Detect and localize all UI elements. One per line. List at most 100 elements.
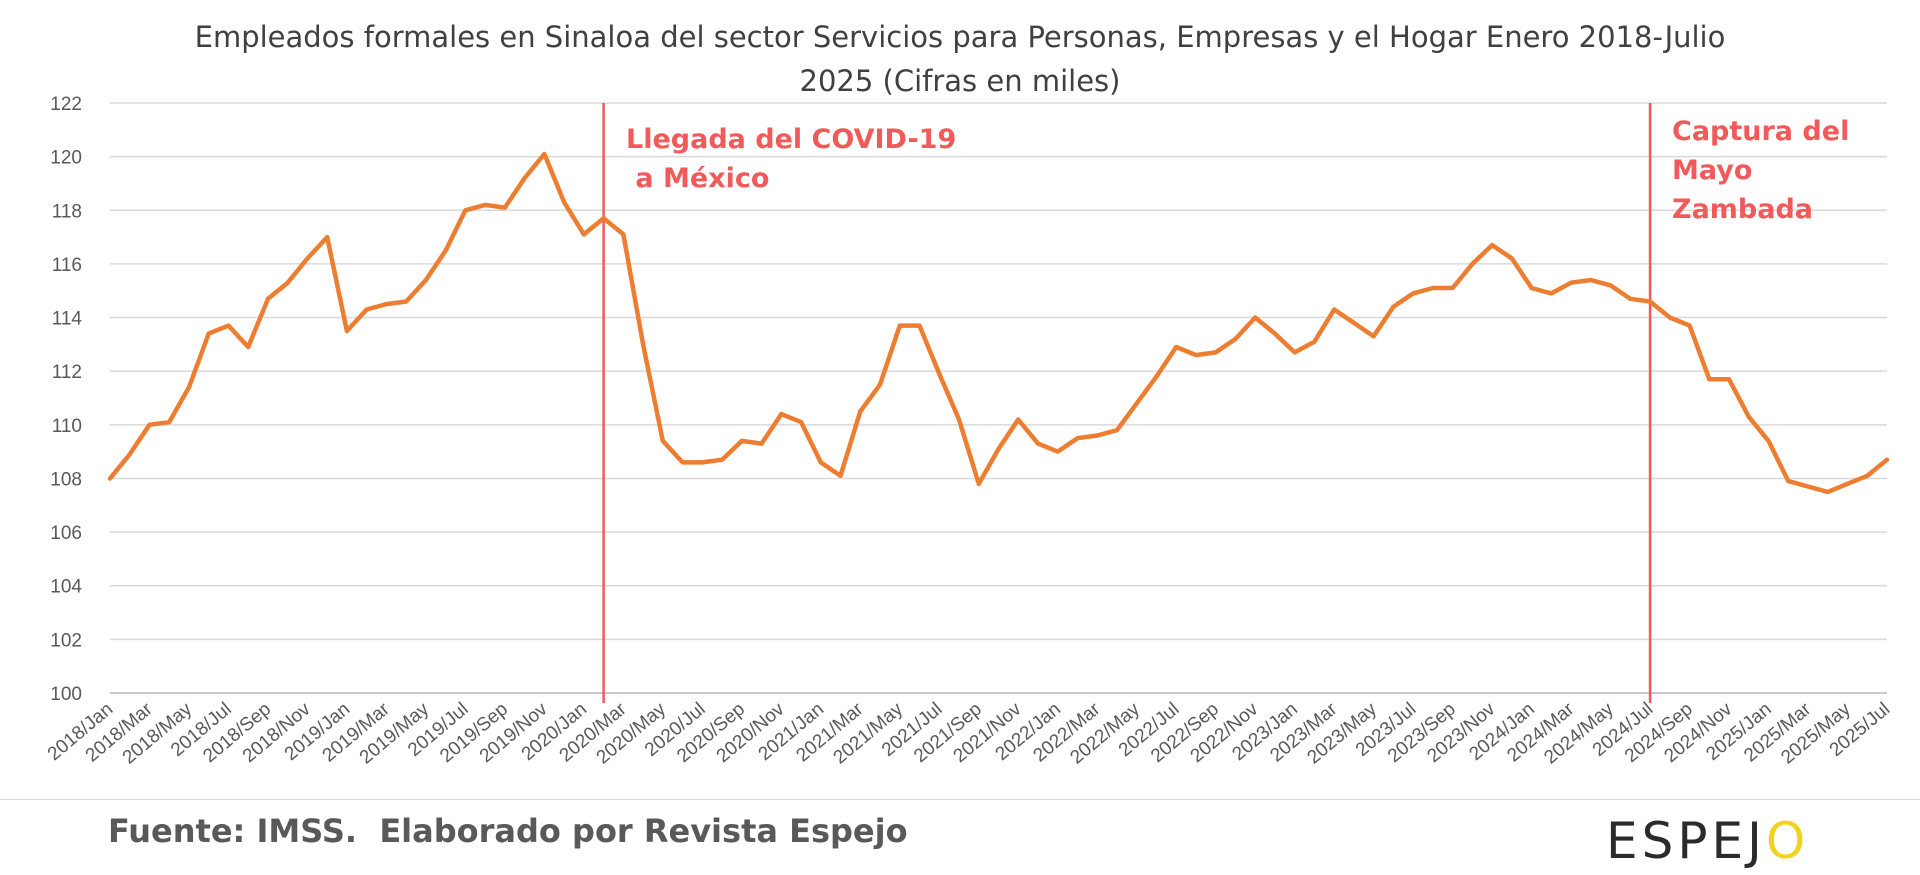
data-point [108, 476, 112, 481]
data-point [1589, 278, 1593, 282]
data-point [207, 332, 211, 336]
data-point [1253, 315, 1257, 320]
data-point [483, 203, 487, 207]
data-point [898, 323, 902, 328]
series-line [107, 151, 1890, 495]
data-point [1332, 307, 1336, 312]
data-point [1135, 401, 1139, 405]
data-point [957, 417, 961, 422]
data-point [977, 482, 981, 486]
data-point [1569, 281, 1573, 285]
data-point [1431, 286, 1435, 290]
data-point [305, 256, 310, 261]
data-point [858, 409, 862, 414]
data-point [1036, 441, 1040, 446]
chart-title-line-2: 2025 (Cifras en miles) [799, 64, 1121, 98]
data-point [1766, 439, 1771, 443]
data-point [1865, 474, 1869, 478]
y-tick-label: 106 [50, 523, 82, 544]
data-point [1372, 334, 1376, 338]
series [107, 151, 1890, 495]
data-point [226, 323, 231, 328]
data-point [759, 441, 764, 446]
gridlines [110, 102, 1887, 694]
annotation-lines [602, 103, 1652, 703]
data-point [1056, 450, 1060, 454]
data-point [1490, 243, 1494, 247]
data-point [365, 307, 369, 312]
data-point [1786, 479, 1790, 483]
y-tick-label: 120 [50, 148, 82, 169]
data-point [523, 176, 527, 180]
y-tick-label: 116 [52, 255, 82, 276]
data-point [286, 281, 290, 285]
data-point [621, 232, 625, 237]
data-point [1885, 458, 1889, 462]
data-point [937, 372, 941, 376]
data-point [1016, 417, 1020, 422]
data-point [641, 342, 645, 346]
chart-title-line-1: Empleados formales en Sinaloa del sector… [194, 20, 1726, 54]
data-point [128, 452, 132, 456]
data-point [1115, 428, 1119, 432]
data-point [1233, 337, 1238, 341]
data-point [246, 345, 250, 349]
data-point [1095, 433, 1099, 438]
data-point [917, 323, 922, 328]
data-point [463, 208, 467, 212]
data-point [1707, 377, 1711, 381]
y-tick-label: 112 [52, 362, 82, 383]
data-point [1628, 297, 1632, 301]
data-point [1747, 415, 1751, 419]
data-point [187, 385, 191, 389]
data-point [1293, 350, 1297, 355]
espejo-logo: ESPEJO [1606, 812, 1809, 870]
data-point [1154, 374, 1159, 379]
data-point [1806, 484, 1810, 489]
data-point [838, 474, 843, 478]
data-point [1352, 321, 1356, 325]
data-point [345, 329, 349, 333]
data-point [444, 248, 448, 253]
data-point [1727, 377, 1731, 381]
y-tick-label: 102 [50, 630, 82, 651]
data-point [680, 460, 685, 464]
chart-area: 100 102 104 106 108 110 112 114 116 118 120 122 201… [0, 20, 1920, 800]
data-point [1451, 286, 1455, 290]
data-point [1510, 256, 1514, 261]
data-point [1608, 283, 1613, 287]
y-tick-label: 100 [50, 684, 82, 705]
data-point [700, 460, 704, 464]
data-point [384, 302, 389, 306]
data-point [1194, 353, 1198, 357]
y-tick-label: 104 [50, 577, 82, 598]
y-tick-label: 118 [52, 201, 82, 222]
data-point [740, 439, 744, 443]
data-point [1391, 305, 1395, 309]
data-point [996, 447, 1001, 451]
y-axis: 100 102 104 106 108 110 112 114 116 118 120 122 [50, 94, 82, 705]
mayo-zambada-annotation-label: Captura del Mayo Zambada [1672, 116, 1850, 225]
source-note: Fuente: IMSS. Elaborado por Revista Espe… [108, 812, 908, 850]
data-point [819, 460, 823, 464]
data-point [1273, 332, 1277, 336]
logo-accent-letter: O [1765, 812, 1810, 870]
data-point [266, 297, 270, 301]
y-tick-label: 110 [52, 416, 82, 437]
data-point [1648, 299, 1652, 304]
data-point [325, 235, 329, 239]
y-tick-label: 114 [52, 309, 83, 330]
data-point [1470, 262, 1474, 266]
data-point [779, 412, 783, 416]
data-point [1411, 291, 1415, 296]
data-point [1312, 340, 1317, 344]
data-point [1668, 315, 1672, 320]
covid-annotation-label: Llegada del COVID-19 a México [626, 124, 957, 194]
data-point [799, 420, 803, 424]
data-point [602, 216, 606, 220]
data-point [1075, 436, 1080, 440]
x-axis: 2018/Jan2018/Mar2018/May2018/Jul2018/Sep… [44, 698, 1894, 768]
line-chart: 100 102 104 106 108 110 112 114 116 118 120 122 201… [44, 94, 1894, 768]
data-point [1530, 286, 1534, 290]
data-point [661, 439, 665, 443]
